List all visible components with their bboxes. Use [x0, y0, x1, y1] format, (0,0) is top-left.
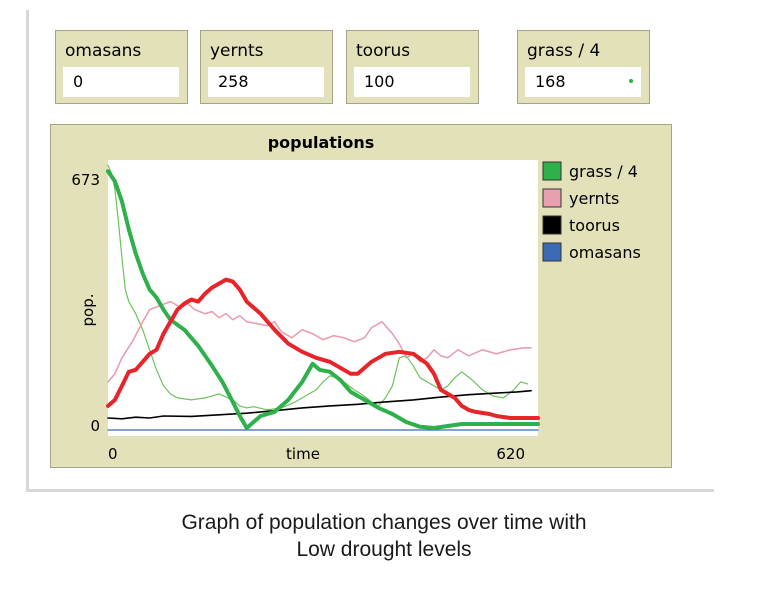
legend-label-toorus: toorus: [569, 216, 620, 235]
caption-line-1: Graph of population changes over time wi…: [181, 511, 587, 534]
legend-swatch-grass: [542, 161, 562, 181]
frame-bottom-edge: [26, 489, 714, 492]
monitor-label: toorus: [356, 41, 411, 61]
monitor-value: 168: [525, 67, 641, 97]
x-tick-label-max: 620: [496, 445, 525, 463]
series-line-0: [106, 169, 540, 430]
legend-label-yernts: yernts: [569, 189, 619, 208]
frame-left-edge: [26, 10, 29, 492]
legend-item-toorus: toorus: [542, 215, 620, 235]
x-axis-label: time: [286, 445, 320, 463]
legend-swatch-toorus: [542, 215, 562, 235]
legend-item-omasans: omasans: [542, 242, 641, 262]
monitor-grass: grass / 4 168: [517, 30, 650, 104]
legend-swatch-yernts: [542, 188, 562, 208]
monitor-omasans: omasans 0: [55, 30, 188, 104]
populations-chart: 673 0 pop. 0 time 620 grass / 4 yernts t…: [71, 160, 641, 463]
monitor-toorus: toorus 100: [346, 30, 479, 104]
x-tick-label-min: 0: [108, 445, 118, 463]
monitor-value: 258: [208, 67, 324, 97]
y-axis-label: pop.: [79, 294, 97, 327]
monitor-label: yernts: [210, 41, 264, 61]
legend-swatch-omasans: [542, 242, 562, 262]
legend-label-grass: grass / 4: [569, 162, 638, 181]
legend: grass / 4 yernts toorus omasans: [542, 161, 641, 262]
legend-item-yernts: yernts: [542, 188, 619, 208]
monitor-value: 100: [354, 67, 470, 97]
series-line-2: [107, 389, 532, 420]
series-line-5: [106, 277, 540, 420]
legend-item-grass: grass / 4: [542, 161, 638, 181]
populations-plot-panel: populations 673 0 pop. 0 time 620 grass …: [50, 124, 672, 468]
y-tick-label-max: 673: [71, 171, 100, 189]
monitor-value: 0: [63, 67, 179, 97]
caption-line-2: Low drought levels: [296, 538, 472, 561]
series-line-4: [107, 164, 529, 411]
legend-label-omasans: omasans: [569, 243, 641, 262]
monitor-label: grass / 4: [527, 41, 601, 61]
y-tick-label-min: 0: [90, 417, 100, 435]
monitor-label: omasans: [65, 41, 142, 61]
plot-area: [108, 160, 538, 436]
plot-title: populations: [267, 133, 375, 152]
monitor-yernts: yernts 258: [200, 30, 333, 104]
grass-indicator-dot: [629, 79, 633, 83]
